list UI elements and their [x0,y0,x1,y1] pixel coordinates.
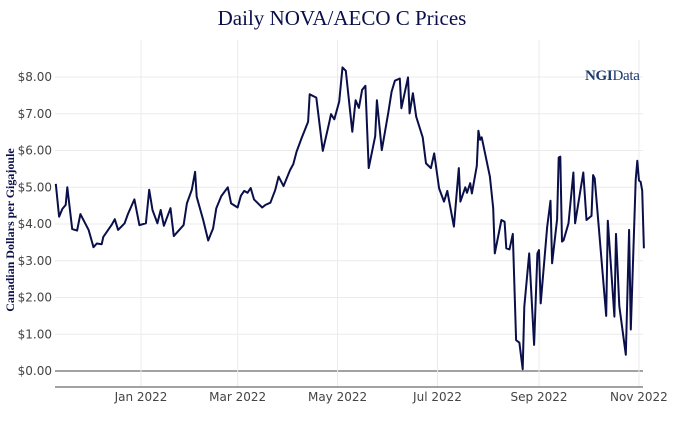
y-tick-label: $3.00 [18,254,52,268]
y-tick-label: $6.00 [18,144,52,158]
y-axis-ticks: $0.00 $1.00 $2.00 $3.00 $4.00 $5.00 $6.00 $7.00… [18,70,52,378]
x-tick-label: Jan 2022 [114,390,168,404]
x-tick-label: Nov 2022 [610,390,668,404]
y-tick-label: $0.00 [18,364,52,378]
x-tick-label: May 2022 [308,390,367,404]
x-axis-ticks: Jan 2022 Mar 2022 May 2022 Jul 2022 Sep 2022… [114,390,668,404]
chart-title: Daily NOVA/AECO C Prices [217,6,467,30]
gridlines [55,40,643,387]
x-tick-label: Mar 2022 [209,390,266,404]
y-tick-label: $5.00 [18,180,52,194]
x-tick-label: Sep 2022 [511,390,568,404]
y-tick-label: $7.00 [18,107,52,121]
y-tick-label: $2.00 [18,291,52,305]
ngi-data-logo: NGIData [585,68,640,84]
series-layer [54,66,645,371]
y-tick-label: $4.00 [18,217,52,231]
y-tick-label: $1.00 [18,327,52,341]
y-tick-label: $8.00 [18,70,52,84]
y-axis-label: Canadian Dollars per Gigajoule [3,148,17,312]
price-line [54,66,645,371]
x-tick-label: Jul 2022 [412,390,462,404]
